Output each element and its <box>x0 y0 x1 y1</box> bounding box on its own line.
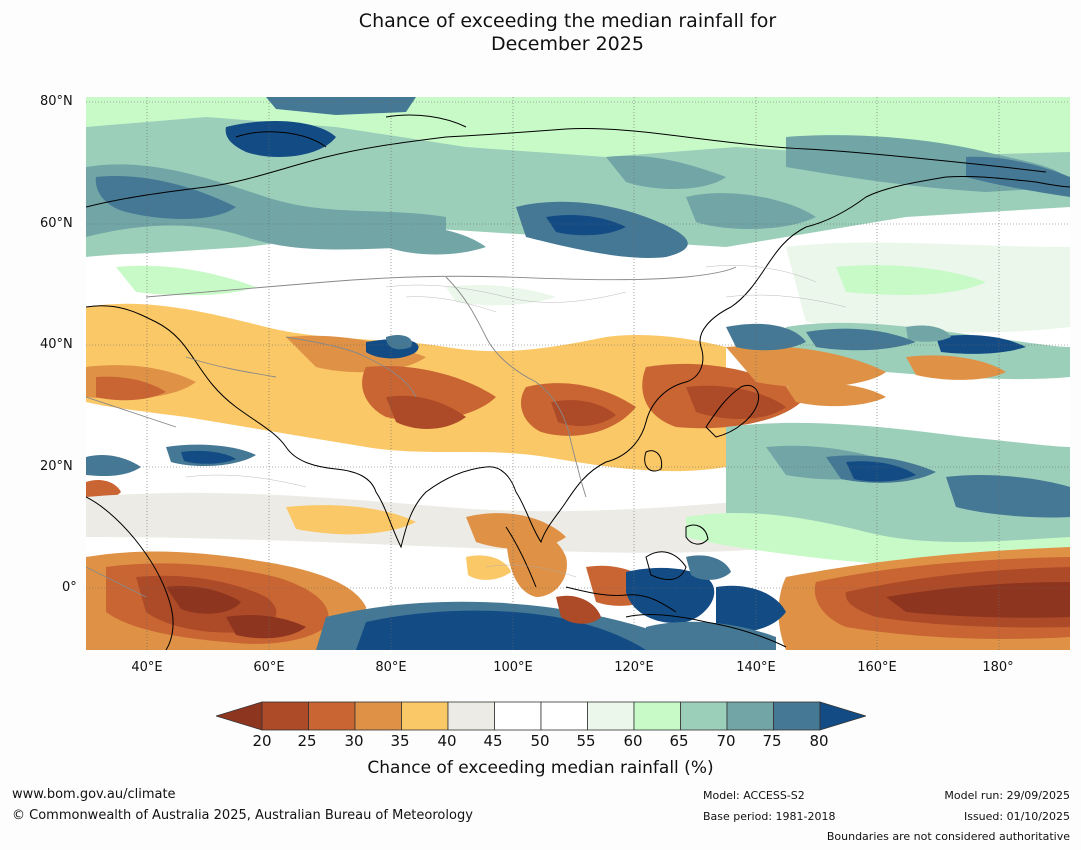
cbar-cell-c20_25 <box>261 701 309 731</box>
cbar-tick-20: 20 <box>252 732 272 750</box>
map-svg <box>86 97 1070 650</box>
cbar-tick-25: 25 <box>297 732 317 750</box>
cbar-cell-c35_40 <box>401 701 449 731</box>
title-line-2: December 2025 <box>491 33 644 55</box>
gridlines <box>86 97 1070 650</box>
cbar-tick-70: 70 <box>716 732 736 750</box>
cbar-cell-c70_75 <box>726 701 774 731</box>
cbar-tick-65: 65 <box>669 732 689 750</box>
lat-label-0: 0° <box>62 580 77 595</box>
title-line-1: Chance of exceeding the median rainfall … <box>358 10 777 32</box>
cbar-tick-35: 35 <box>390 732 410 750</box>
footer-website: www.bom.gov.au/climate <box>12 787 176 802</box>
cbar-tick-30: 30 <box>344 732 364 750</box>
footer-issued: Issued: 01/10/2025 <box>963 810 1070 823</box>
lon-label-60e: 60°E <box>253 660 285 675</box>
footer-base-period: Base period: 1981-2018 <box>703 810 836 823</box>
lon-label-140e: 140°E <box>736 660 776 675</box>
lat-label-80n: 80°N <box>40 94 73 109</box>
cbar-tick-80: 80 <box>809 732 829 750</box>
cbar-cell-c30_35 <box>354 701 402 731</box>
cbar-cell-c65_70 <box>680 701 728 731</box>
footer-boundaries-note: Boundaries are not considered authoritat… <box>826 830 1070 843</box>
footer-model-run: Model run: 29/09/2025 <box>944 789 1070 802</box>
cbar-tick-40: 40 <box>437 732 457 750</box>
cbar-cell-c25_30 <box>308 701 356 731</box>
lon-label-180: 180° <box>982 660 1014 675</box>
cbar-cell-c55_60 <box>587 701 635 731</box>
lat-label-20n: 20°N <box>40 459 73 474</box>
coastlines <box>86 114 1070 650</box>
footer-model: Model: ACCESS-S2 <box>703 789 805 802</box>
map-title: Chance of exceeding the median rainfall … <box>0 10 1081 56</box>
lon-label-100e: 100°E <box>493 660 533 675</box>
lon-label-80e: 80°E <box>375 660 407 675</box>
lon-label-120e: 120°E <box>614 660 654 675</box>
cbar-cell-above80 <box>819 701 866 731</box>
cbar-tick-45: 45 <box>483 732 503 750</box>
cbar-cell-c75_80 <box>773 701 821 731</box>
colorbar-label: Chance of exceeding median rainfall (%) <box>367 758 714 778</box>
lon-label-40e: 40°E <box>131 660 163 675</box>
footer-copyright: © Commonwealth of Australia 2025, Austra… <box>12 808 473 823</box>
cbar-tick-55: 55 <box>576 732 596 750</box>
cbar-tick-75: 75 <box>762 732 782 750</box>
cbar-cell-c45_50 <box>494 701 542 731</box>
cbar-cell-below20 <box>216 701 263 731</box>
cbar-tick-60: 60 <box>623 732 643 750</box>
contours <box>185 265 847 578</box>
boundaries <box>86 266 737 598</box>
lat-label-40n: 40°N <box>40 337 73 352</box>
rainfall-map <box>86 97 1070 650</box>
lon-label-160e: 160°E <box>857 660 897 675</box>
lat-label-60n: 60°N <box>40 216 73 231</box>
cbar-tick-50: 50 <box>530 732 550 750</box>
colorbar <box>216 701 866 731</box>
cbar-cell-c50_55 <box>540 701 588 731</box>
cbar-cell-c60_65 <box>633 701 681 731</box>
cbar-cell-c40_45 <box>447 701 495 731</box>
